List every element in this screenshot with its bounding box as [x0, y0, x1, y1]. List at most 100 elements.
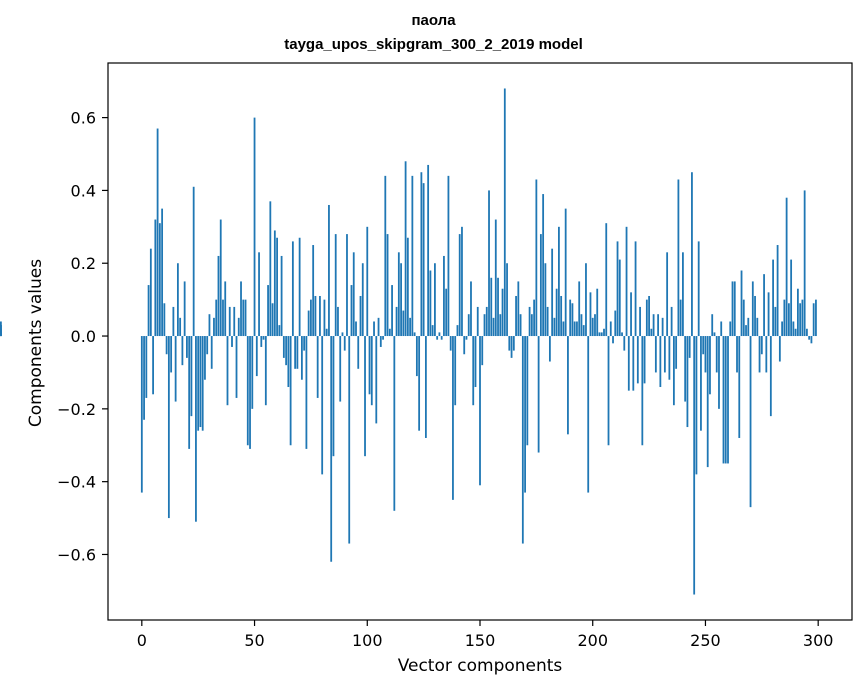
bar [328, 204, 330, 337]
bar [663, 336, 666, 373]
bar [630, 292, 632, 337]
bar [379, 336, 382, 347]
bar [298, 237, 301, 337]
bar [337, 306, 339, 337]
y-tick-label: −0.2 [57, 400, 96, 419]
bar [799, 303, 802, 337]
bar [812, 303, 815, 337]
bar [603, 328, 605, 337]
bar [452, 336, 454, 500]
bar [413, 332, 416, 337]
bar [316, 336, 319, 398]
bar [571, 303, 574, 337]
bar [470, 281, 472, 337]
bar [352, 252, 355, 337]
bar [197, 336, 200, 431]
bar [237, 317, 240, 337]
bar [562, 321, 565, 337]
bar [659, 336, 662, 388]
bar [208, 314, 211, 337]
bar [555, 288, 558, 337]
bar [323, 299, 326, 337]
bar [497, 277, 499, 337]
bar [643, 336, 646, 384]
bar [774, 306, 777, 337]
bar [267, 285, 269, 337]
bar [174, 336, 177, 402]
bar [474, 336, 477, 388]
bar [332, 336, 335, 457]
bar [294, 336, 297, 369]
bar [154, 219, 157, 337]
bar [618, 259, 621, 337]
bar [605, 223, 608, 337]
bar [519, 314, 522, 337]
bar [213, 317, 215, 337]
chart-subtitle: tayga_upos_skipgram_300_2_2019 model [284, 36, 583, 53]
bar [767, 292, 770, 337]
bar [810, 336, 813, 344]
bar [706, 336, 709, 468]
bar [688, 336, 691, 358]
bar [758, 336, 761, 373]
bar [438, 332, 441, 337]
bar [546, 306, 549, 337]
bar [334, 234, 337, 337]
bar [429, 270, 432, 337]
bar [312, 245, 315, 337]
bar [370, 336, 373, 406]
bar [210, 336, 213, 369]
bar [231, 336, 233, 347]
y-tick-label: 0.0 [71, 327, 96, 346]
bar [661, 317, 664, 337]
bar [217, 255, 220, 337]
bar [558, 226, 560, 337]
bar [183, 281, 186, 337]
bar [704, 336, 707, 373]
bar [544, 263, 547, 337]
bar [801, 299, 804, 337]
bar [170, 336, 173, 373]
bar [310, 299, 312, 337]
bar [756, 317, 759, 337]
bar [192, 186, 195, 337]
bar [722, 336, 725, 464]
bar [587, 336, 590, 493]
bar [596, 288, 599, 337]
bar [145, 336, 148, 398]
bar [291, 241, 294, 337]
bar [454, 336, 457, 406]
bar [751, 281, 754, 337]
bar [652, 314, 655, 337]
bar [794, 328, 797, 337]
bar [357, 336, 360, 369]
bar [639, 306, 641, 337]
bar [445, 288, 448, 337]
bar [488, 190, 490, 337]
bar [420, 172, 423, 337]
bar [400, 263, 402, 337]
bar [729, 321, 732, 337]
bar [424, 336, 427, 438]
bar [691, 172, 693, 337]
bar [733, 281, 736, 337]
bar [472, 336, 475, 406]
bar [246, 336, 249, 446]
bar [648, 295, 650, 337]
bar [686, 336, 689, 428]
bar [278, 325, 281, 337]
bar [548, 336, 551, 362]
bar [634, 241, 637, 337]
bar [506, 263, 508, 337]
bar [582, 325, 585, 337]
bar [711, 314, 714, 337]
bar [251, 336, 254, 409]
bar [765, 336, 768, 373]
bar [411, 175, 414, 337]
bar [524, 336, 526, 493]
bar [494, 219, 497, 337]
bar [503, 88, 506, 337]
bar [359, 295, 362, 337]
bar [152, 336, 154, 395]
bar [539, 234, 542, 337]
